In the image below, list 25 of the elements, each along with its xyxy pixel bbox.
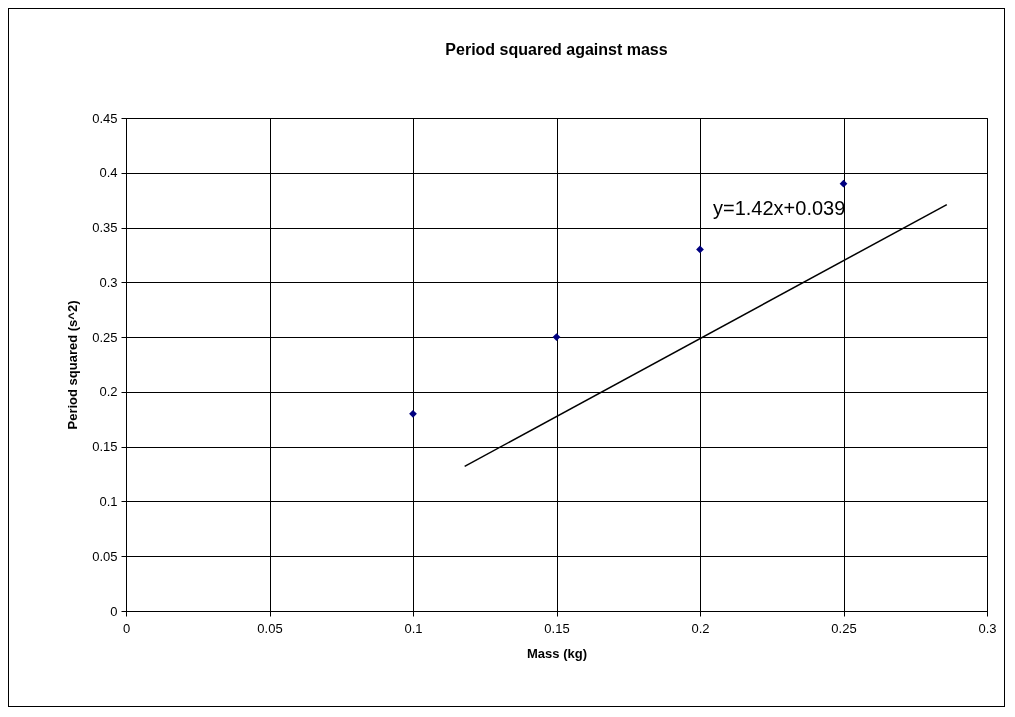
- y-tick-label: 0.3: [99, 274, 118, 290]
- annotation: y=1.42x+0.039: [713, 197, 846, 219]
- x-tick-label: 0.25: [831, 620, 857, 636]
- y-tick-label: 0.1: [99, 493, 118, 509]
- x-tick-label: 0.15: [544, 620, 570, 636]
- x-tick-label: 0.1: [404, 620, 423, 636]
- x-tick-label: 0.05: [257, 620, 283, 636]
- y-tick-label: 0.35: [92, 220, 118, 236]
- y-tick-label: 0.25: [92, 329, 118, 345]
- point: [839, 179, 848, 188]
- point: [696, 245, 704, 254]
- y-tick-label: 0.45: [92, 110, 118, 126]
- y-tick-label: 0.2: [99, 384, 118, 400]
- x-tick-label: 0.3: [978, 620, 997, 636]
- y-axis-title: Period squared (s^2): [65, 300, 81, 430]
- x-axis-title: Mass (kg): [527, 645, 587, 661]
- point: [552, 333, 561, 341]
- point: [409, 409, 417, 418]
- x-tick-label: 0.2: [691, 620, 710, 636]
- y-tick-label: 0.15: [92, 439, 118, 455]
- chart-title: Period squared against mass: [445, 41, 668, 58]
- x-tick-label: 0: [122, 620, 131, 636]
- y-tick-label: 0: [110, 603, 118, 619]
- y-tick-label: 0.05: [92, 548, 118, 564]
- y-tick-label: 0.4: [99, 165, 118, 181]
